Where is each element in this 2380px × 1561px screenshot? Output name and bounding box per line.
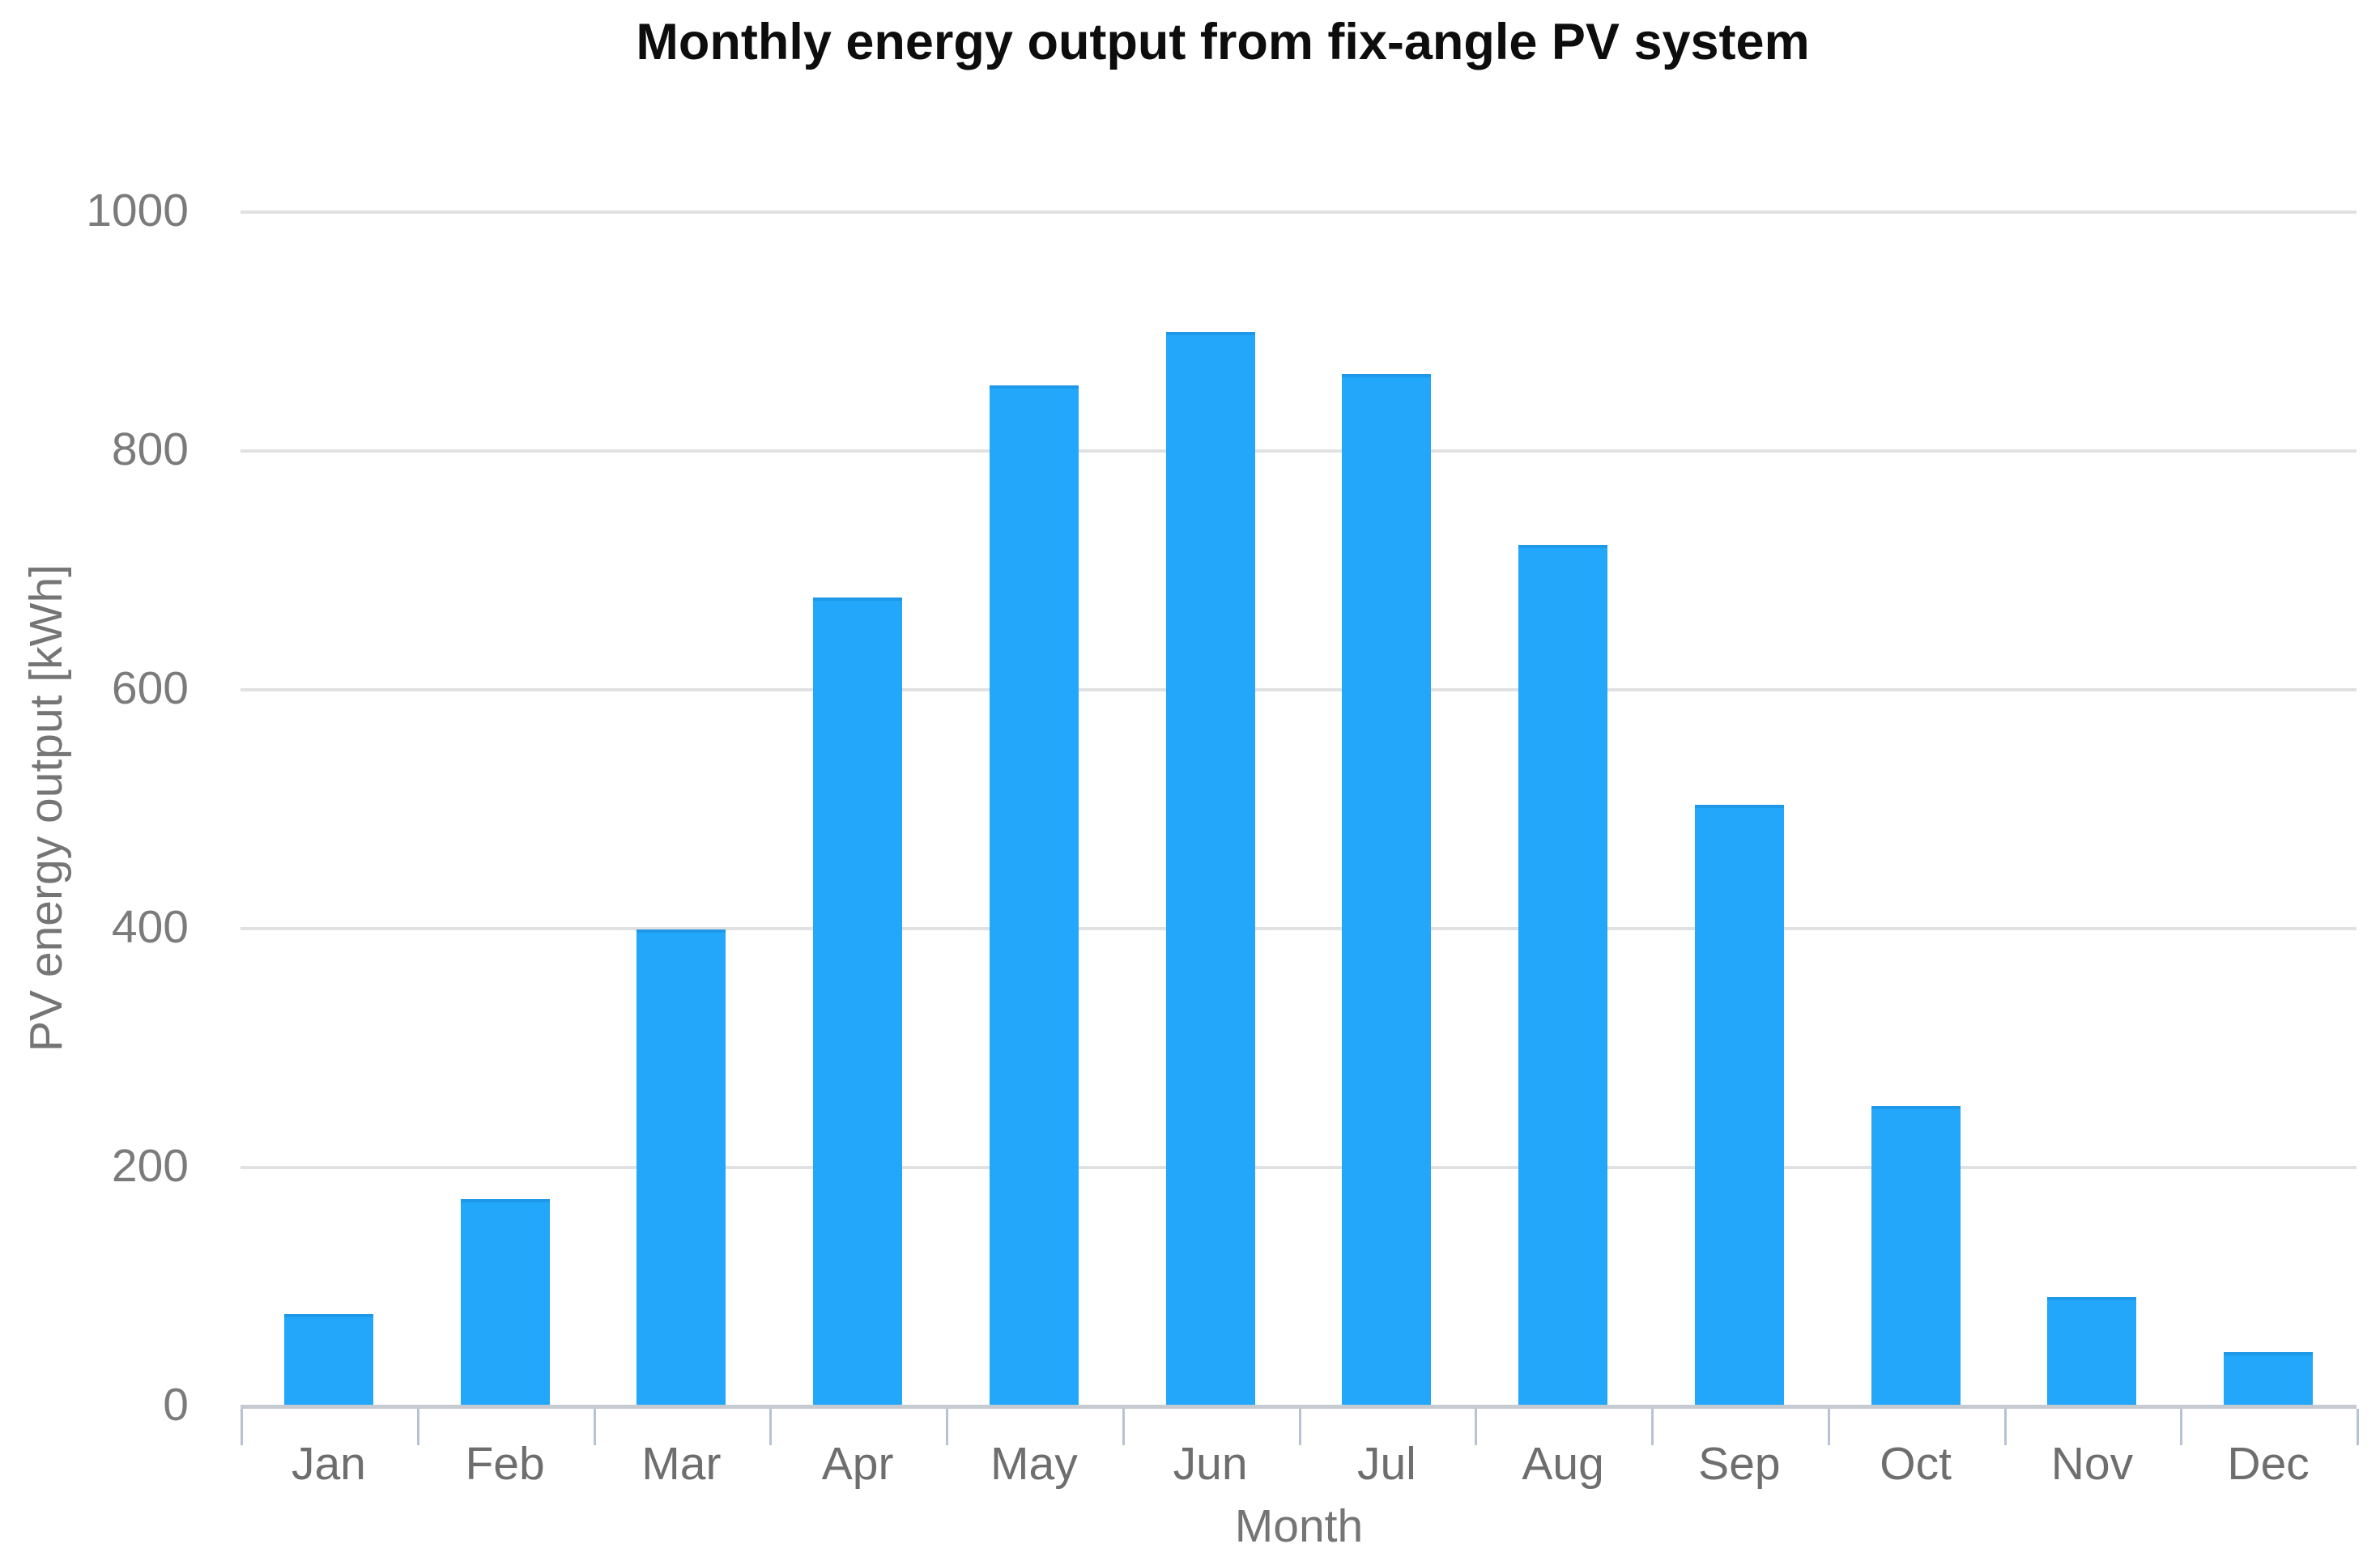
x-tick [2003, 1409, 2007, 1445]
bar-apr [813, 597, 903, 1405]
y-tick-label: 1000 [86, 184, 189, 236]
x-tick [2180, 1409, 2183, 1445]
gridline [241, 449, 2357, 453]
y-tick-label: 200 [111, 1139, 189, 1192]
x-tick-label-oct: Oct [1880, 1438, 1952, 1490]
x-tick-label-jul: Jul [1356, 1438, 1416, 1490]
x-tick-label-jun: Jun [1173, 1438, 1248, 1490]
x-tick-label-sep: Sep [1698, 1438, 1781, 1490]
x-tick [1475, 1409, 1478, 1445]
x-tick [946, 1409, 948, 1445]
x-axis-title: Month [1234, 1500, 1364, 1552]
y-axis-title: PV energy output [kWh] [20, 564, 72, 1052]
y-tick-label: 0 [163, 1379, 189, 1431]
x-tick-label-dec: Dec [2227, 1438, 2310, 1490]
x-tick-label-mar: Mar [641, 1438, 722, 1490]
x-tick-label-nov: Nov [2050, 1438, 2134, 1490]
x-tick-label-aug: Aug [1522, 1438, 1604, 1490]
gridline [241, 926, 2357, 930]
bar-dec [2224, 1352, 2314, 1405]
x-tick [241, 1409, 243, 1445]
x-tick-label-jan: Jan [291, 1438, 366, 1490]
bar-may [989, 385, 1079, 1405]
bar-aug [1518, 544, 1608, 1405]
gridline [241, 687, 2357, 691]
x-tick [2357, 1409, 2359, 1445]
bar-mar [637, 929, 726, 1405]
x-tick-label-apr: Apr [821, 1438, 894, 1490]
x-tick [593, 1409, 596, 1445]
x-tick-label-may: May [990, 1438, 1078, 1490]
x-tick [1122, 1409, 1125, 1445]
y-tick-label: 400 [111, 900, 189, 953]
x-tick [1827, 1409, 1830, 1445]
x-axis-line [241, 1405, 2357, 1409]
bar-jul [1342, 373, 1432, 1405]
x-tick [1298, 1409, 1301, 1445]
x-tick [769, 1409, 773, 1445]
bar-jun [1165, 332, 1255, 1405]
gridline [241, 1165, 2357, 1169]
bar-nov [2047, 1297, 2137, 1405]
chart-title: Monthly energy output from fix-angle PV … [636, 14, 1810, 70]
bar-oct [1871, 1106, 1961, 1405]
y-tick-label: 800 [111, 423, 189, 475]
bar-jan [283, 1313, 373, 1405]
gridline [241, 210, 2357, 214]
x-tick [416, 1409, 419, 1445]
y-tick-label: 600 [111, 661, 189, 714]
x-tick [1651, 1409, 1654, 1445]
x-tick-label-feb: Feb [465, 1438, 545, 1490]
bar-feb [460, 1199, 550, 1405]
bar-sep [1694, 805, 1784, 1405]
